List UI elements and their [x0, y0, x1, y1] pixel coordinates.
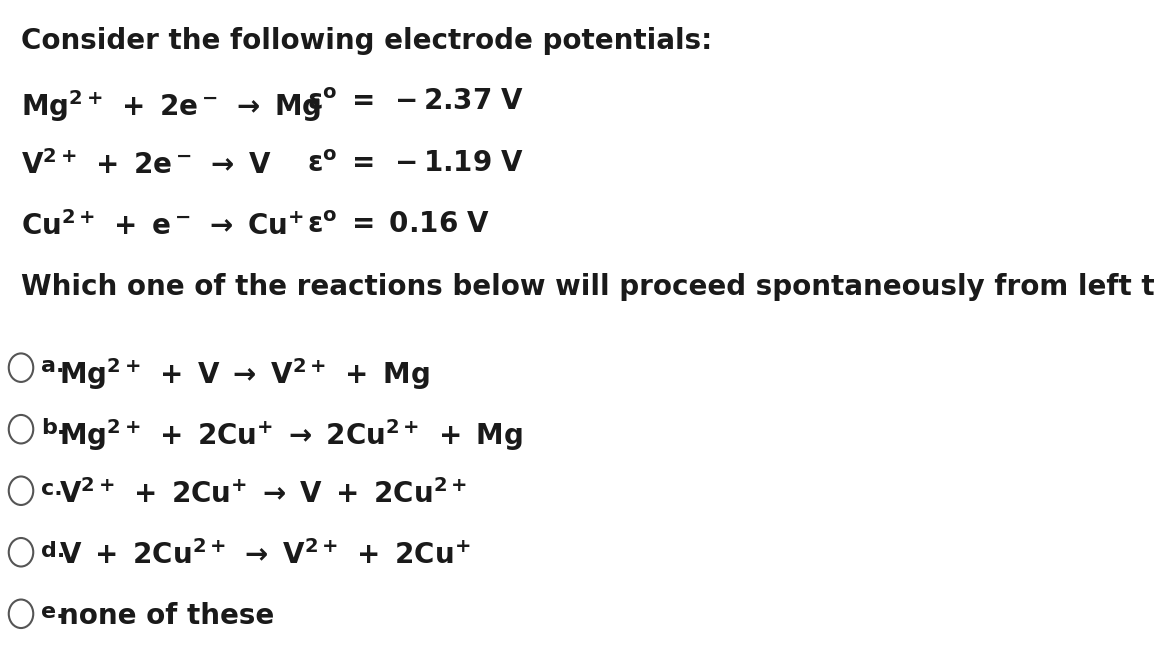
Text: a.: a.	[40, 356, 65, 376]
Text: $\mathbf{Mg}^{\mathbf{2+}}\mathbf{\ +\ V\ \rightarrow\ V}^{\mathbf{2+}}\mathbf{\: $\mathbf{Mg}^{\mathbf{2+}}\mathbf{\ +\ V…	[59, 356, 430, 392]
Text: $\mathbf{V\ +\ 2Cu}^{\mathbf{2+}}\mathbf{\ \rightarrow\ V}^{\mathbf{2+}}\mathbf{: $\mathbf{V\ +\ 2Cu}^{\mathbf{2+}}\mathbf…	[59, 541, 471, 571]
Text: $\boldsymbol{\varepsilon}^\mathbf{o}\mathbf{\ =\ 0.16\ V}$: $\boldsymbol{\varepsilon}^\mathbf{o}\mat…	[307, 211, 489, 239]
Text: Consider the following electrode potentials:: Consider the following electrode potenti…	[21, 27, 712, 55]
Text: $\mathbf{Mg}^{\mathbf{2+}}$$\mathbf{\ +\ 2e^-\ \rightarrow\ Mg}$: $\mathbf{Mg}^{\mathbf{2+}}$$\mathbf{\ +\…	[21, 89, 321, 124]
Text: $\mathbf{Mg}^{\mathbf{2+}}\mathbf{\ +\ 2Cu}^{\mathbf{+}}\mathbf{\ \rightarrow\ 2: $\mathbf{Mg}^{\mathbf{2+}}\mathbf{\ +\ 2…	[59, 417, 523, 453]
Text: none of these: none of these	[59, 602, 275, 630]
Text: d.: d.	[40, 541, 65, 561]
Text: e.: e.	[40, 602, 65, 622]
Text: c.: c.	[40, 479, 62, 499]
Text: Which one of the reactions below will proceed spontaneously from left to right?: Which one of the reactions below will pr…	[21, 273, 1154, 301]
Text: b.: b.	[40, 417, 65, 438]
Text: $\boldsymbol{\varepsilon}^\mathbf{o}\mathbf{\ =\ -1.19\ V}$: $\boldsymbol{\varepsilon}^\mathbf{o}\mat…	[307, 150, 524, 178]
Text: $\boldsymbol{\varepsilon}^\mathbf{o}\mathbf{\ =\ -2.37\ V}$: $\boldsymbol{\varepsilon}^\mathbf{o}\mat…	[307, 89, 524, 116]
Text: $\mathbf{V}^{\mathbf{2+}}\mathbf{\ +\ 2Cu}^{\mathbf{+}}\mathbf{\ \rightarrow\ V\: $\mathbf{V}^{\mathbf{2+}}\mathbf{\ +\ 2C…	[59, 479, 467, 509]
Text: $\mathbf{Cu}^{\mathbf{2+}}\mathbf{\ +\ e^-\ \rightarrow\ Cu}^{\mathbf{+}}$: $\mathbf{Cu}^{\mathbf{2+}}\mathbf{\ +\ e…	[21, 211, 305, 241]
Text: $\mathbf{V}^{\mathbf{2+}}\mathbf{\ +\ 2e^-\ \rightarrow\ V}$: $\mathbf{V}^{\mathbf{2+}}\mathbf{\ +\ 2e…	[21, 150, 271, 180]
